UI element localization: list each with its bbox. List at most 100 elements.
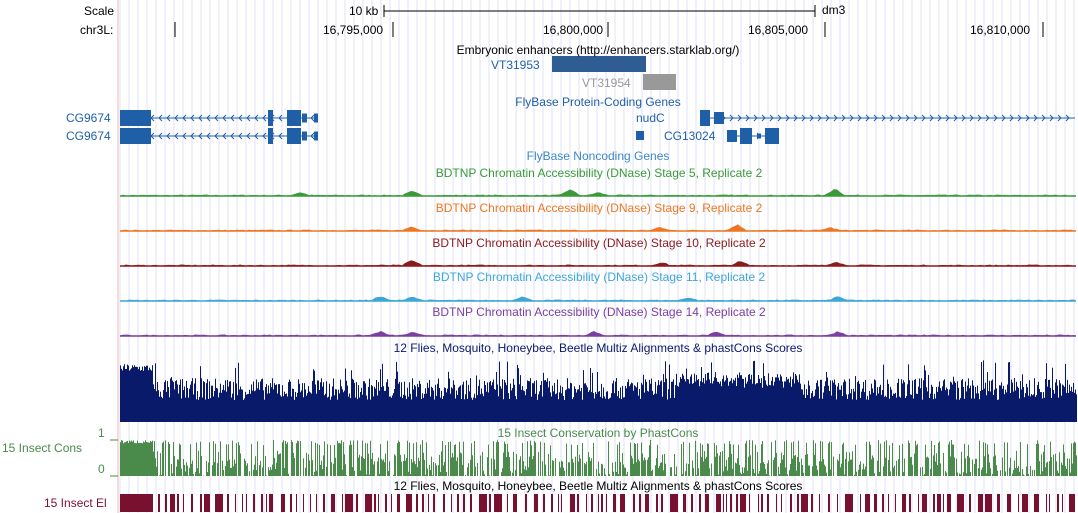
enhancer-item-label[interactable]: VT31953 <box>491 58 540 72</box>
bar <box>965 458 966 476</box>
bar <box>820 379 821 422</box>
element-block <box>235 494 236 512</box>
bar <box>970 385 971 422</box>
bar <box>583 370 584 422</box>
bar <box>134 365 135 422</box>
element-block <box>266 494 267 512</box>
bar <box>378 457 379 476</box>
bar <box>906 396 907 422</box>
bar <box>728 457 729 476</box>
bar <box>456 390 457 422</box>
bar <box>175 381 176 422</box>
bar <box>278 454 279 476</box>
bar <box>214 462 215 476</box>
track-title-enhancers[interactable]: Embryonic enhancers (http://enhancers.st… <box>456 43 740 57</box>
bar <box>612 462 613 476</box>
bar <box>860 461 861 476</box>
bar <box>811 393 812 422</box>
strand-arrow <box>206 114 211 122</box>
bar <box>345 368 346 422</box>
insect-el-side-label[interactable]: 15 Insect El <box>44 496 107 510</box>
bar <box>859 383 860 422</box>
bar <box>418 387 419 422</box>
bar <box>506 457 507 476</box>
bar <box>324 441 325 476</box>
bar <box>925 370 926 422</box>
bar <box>286 443 287 476</box>
track-title-insect-cons[interactable]: 15 Insect Conservation by PhastCons <box>497 426 699 440</box>
bar <box>305 467 306 476</box>
bar <box>986 395 987 422</box>
bar <box>955 382 956 422</box>
bar <box>640 398 641 422</box>
bar <box>820 440 821 476</box>
track-title-dnase[interactable]: BDTNP Chromatin Accessibility (DNase) St… <box>432 270 766 284</box>
bar <box>939 381 940 422</box>
track-title-multiz-2[interactable]: 12 Flies, Mosquito, Honeybee, Beetle Mul… <box>393 479 803 493</box>
bar <box>608 441 609 476</box>
bar <box>991 380 992 422</box>
strand-arrow <box>1009 114 1014 122</box>
bar <box>1029 380 1030 422</box>
track-title-dnase[interactable]: BDTNP Chromatin Accessibility (DNase) St… <box>435 166 763 180</box>
bar <box>401 382 402 422</box>
track-title-dnase[interactable]: BDTNP Chromatin Accessibility (DNase) St… <box>432 236 766 250</box>
track-title-multiz[interactable]: 12 Flies, Mosquito, Honeybee, Beetle Mul… <box>393 341 803 355</box>
gene-label[interactable]: CG13024 <box>664 129 716 143</box>
gene-label[interactable]: CG9674 <box>66 129 111 143</box>
bar <box>867 395 868 422</box>
track-title-dnase[interactable]: BDTNP Chromatin Accessibility (DNase) St… <box>432 305 766 319</box>
bar <box>153 384 154 422</box>
exon <box>714 112 724 124</box>
bar <box>306 395 307 422</box>
track-title-dnase[interactable]: BDTNP Chromatin Accessibility (DNase) St… <box>435 201 763 215</box>
bar <box>565 390 566 422</box>
bar <box>967 385 968 422</box>
element-block <box>374 494 376 512</box>
bar <box>755 444 756 476</box>
bar <box>349 393 350 422</box>
bar <box>1017 386 1018 422</box>
bar <box>982 389 983 422</box>
bar <box>379 390 380 422</box>
bar <box>383 386 384 422</box>
bar <box>510 471 511 476</box>
strand-arrow <box>238 132 243 140</box>
bar <box>297 440 298 476</box>
bar <box>420 444 421 476</box>
bar <box>452 453 453 476</box>
strand-arrow <box>921 114 926 122</box>
element-block <box>781 494 782 512</box>
bar <box>575 456 576 476</box>
bar <box>751 374 752 422</box>
track-title-flybase-noncoding[interactable]: FlyBase Noncoding Genes <box>526 149 670 163</box>
strand-arrow <box>190 114 195 122</box>
strand-arrow <box>833 114 838 122</box>
bar <box>159 396 160 422</box>
bar <box>269 470 270 476</box>
bar <box>343 392 344 422</box>
bar <box>1019 398 1020 422</box>
bar <box>538 394 539 422</box>
enhancer-item-label[interactable]: VT31954 <box>582 76 631 90</box>
bar <box>768 373 769 422</box>
gene-label[interactable]: nudC <box>636 111 665 125</box>
bar <box>639 461 640 476</box>
track-title-flybase-coding[interactable]: FlyBase Protein-Coding Genes <box>515 95 681 109</box>
bar <box>559 392 560 422</box>
bar <box>142 443 143 476</box>
exon <box>287 128 301 144</box>
insect-cons-side-label[interactable]: 15 Insect Cons <box>2 441 83 455</box>
bar <box>279 384 280 422</box>
bar <box>928 374 929 422</box>
bar <box>983 360 984 422</box>
element-block <box>463 494 465 512</box>
bar <box>331 462 332 476</box>
element-block <box>811 494 813 512</box>
element-block <box>416 494 418 512</box>
gene-label[interactable]: CG9674 <box>66 111 111 125</box>
strand-arrow <box>801 114 806 122</box>
bar <box>1023 474 1024 476</box>
bar <box>484 381 485 422</box>
